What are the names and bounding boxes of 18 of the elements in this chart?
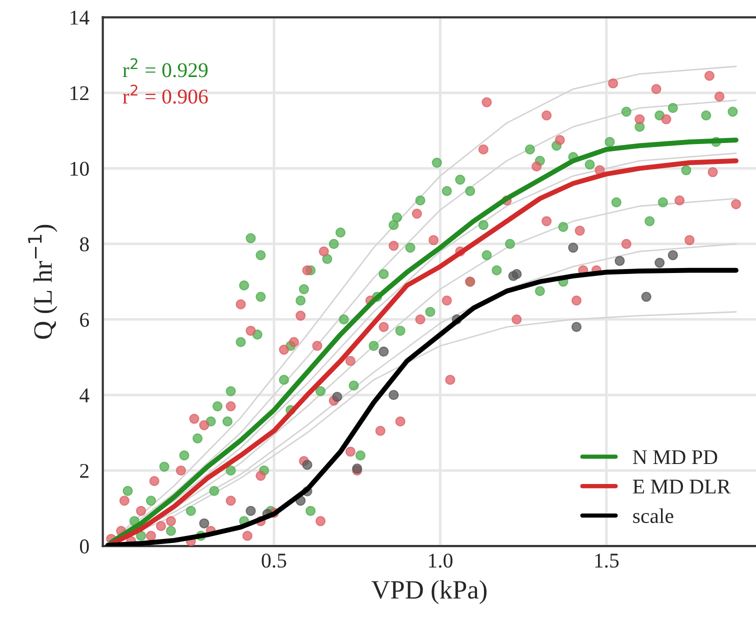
legend-label: scale [633, 508, 674, 524]
annotation: r$^{2}$ = 0.929 [122, 58, 208, 78]
y-tick-label: 4 [80, 388, 90, 402]
legend-label: E MD DLR [632, 480, 731, 494]
y-tick-label: 8 [80, 237, 89, 252]
annotation: r$^{2}$ = 0.906 [122, 84, 208, 104]
x-tick-label: 0.5 [262, 554, 286, 568]
y-tick-label: 6 [80, 312, 89, 327]
y-tick-label: 12 [70, 86, 88, 100]
y-axis-title: Q (L hr$^{−1}$) [28, 224, 58, 339]
legend-label: N MD PD [632, 450, 718, 464]
y-tick-label: 2 [80, 464, 88, 478]
x-axis-title: VPD (kPa) [371, 580, 487, 604]
y-tick-label: 14 [70, 10, 90, 25]
x-tick-label: 1.5 [595, 554, 619, 568]
y-tick-label: 10 [70, 162, 89, 176]
x-tick-label: 1.0 [429, 554, 452, 568]
y-tick-label: 0 [80, 539, 89, 554]
